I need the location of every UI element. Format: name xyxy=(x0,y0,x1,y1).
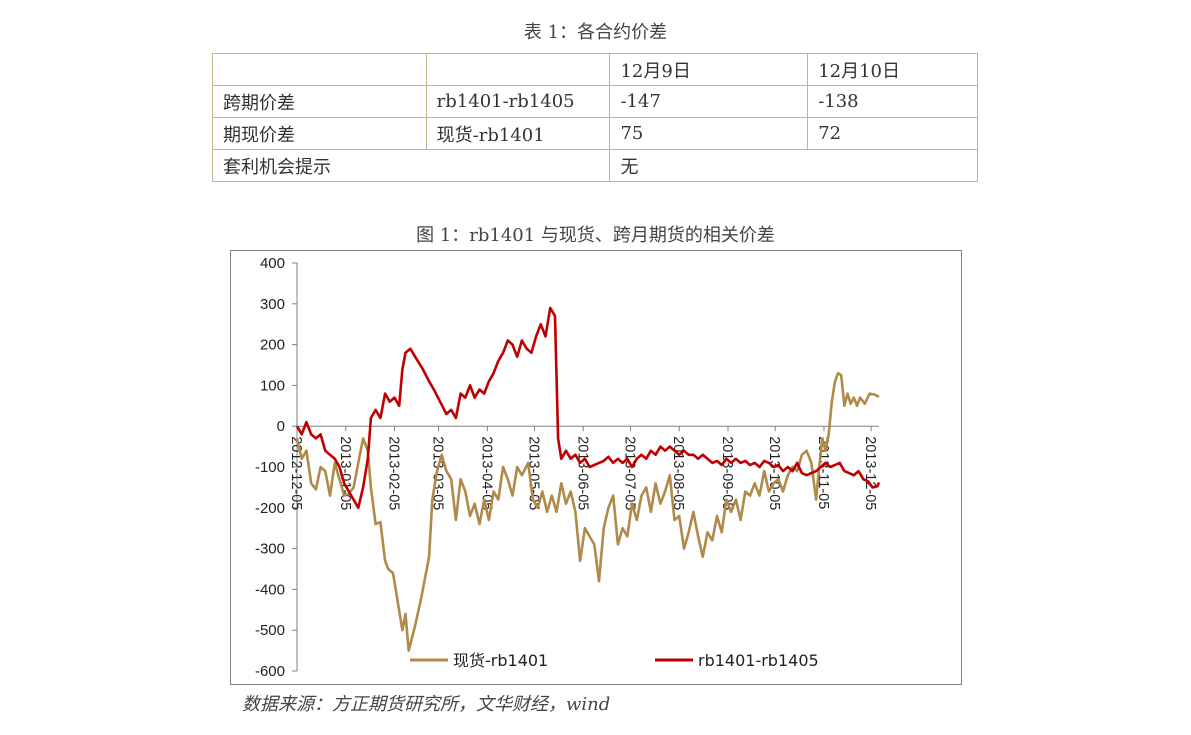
series-lines xyxy=(295,306,881,652)
y-tick-label: -400 xyxy=(255,581,285,598)
y-tick-label: -500 xyxy=(255,622,285,639)
x-tick-label: 2013-09-05 xyxy=(719,436,735,510)
header-cell-dec10: 12月10日 xyxy=(807,53,978,86)
series-line-rb1401-rb1405 xyxy=(295,306,881,510)
y-tick-label: -300 xyxy=(255,541,285,558)
x-tick-label: 2013-02-05 xyxy=(386,436,402,510)
x-tick-label: 2013-12-05 xyxy=(862,436,878,510)
y-tick-label: -200 xyxy=(255,500,285,517)
x-tick-label: 2013-06-05 xyxy=(574,436,590,510)
table-row-arbitrage: 套利机会提示 无 xyxy=(211,149,978,182)
y-tick-label: 300 xyxy=(260,296,285,313)
x-tick-label: 2013-08-05 xyxy=(670,436,686,510)
row-label: 跨期价差 xyxy=(212,85,427,118)
x-tick-label: 2013-07-05 xyxy=(621,436,637,510)
legend-label: 现货-rb1401 xyxy=(453,651,548,670)
y-tick-label: 400 xyxy=(260,255,285,272)
y-tick-label: 0 xyxy=(277,418,285,435)
x-tick-label: 2013-05-05 xyxy=(526,436,542,510)
x-tick-label: 2013-11-05 xyxy=(815,436,831,509)
y-axis: 400 300 200 100 0 -100 -200 -300 -400 -500 -600 xyxy=(255,255,298,680)
y-tick-label: -600 xyxy=(255,663,285,680)
row-label: 期现价差 xyxy=(212,117,427,150)
x-tick-label: 2013-04-05 xyxy=(478,436,494,510)
series-line-spot-rb1401 xyxy=(295,371,880,652)
row-value-dec9: 75 xyxy=(609,117,809,150)
spread-line-chart: 400 300 200 100 0 -100 -200 -300 -400 -500 -600 20… xyxy=(230,250,962,685)
arbitrage-value: 无 xyxy=(609,149,978,182)
legend-label: rb1401-rb1405 xyxy=(698,651,819,670)
data-source-note: 数据来源：方正期货研究所，文华财经，wind xyxy=(242,694,611,715)
x-tick-label: 2013-10-05 xyxy=(766,436,782,510)
row-value-dec10: 72 xyxy=(807,117,978,150)
header-cell-dec9: 12月9日 xyxy=(609,53,809,86)
arbitrage-label: 套利机会提示 xyxy=(211,149,611,182)
table-row-calendar-spread: 跨期价差 rb1401-rb1405 -147 -138 xyxy=(212,85,978,118)
x-tick-label: 2013-01-05 xyxy=(337,436,353,510)
table-caption: 表 1：各合约价差 xyxy=(523,22,668,43)
figure-caption: 图 1：rb1401 与现货、跨月期货的相关价差 xyxy=(416,225,775,246)
y-tick-label: -100 xyxy=(255,459,285,476)
spread-table: 12月9日 12月10日 跨期价差 rb1401-rb1405 -147 -13… xyxy=(211,53,978,182)
x-axis: 2012-12-05 2013-01-05 2013-02-05 2013-03-05… xyxy=(288,425,879,510)
y-tick-label: 100 xyxy=(260,377,285,394)
row-contract: 现货-rb1401 xyxy=(425,117,611,150)
table-header-row: 12月9日 12月10日 xyxy=(212,53,978,86)
x-tick-label: 2012-12-05 xyxy=(288,436,304,510)
row-value-dec10: -138 xyxy=(807,85,978,118)
chart-frame xyxy=(230,250,962,685)
legend: 现货-rb1401 rb1401-rb1405 xyxy=(410,651,819,670)
y-tick-label: 200 xyxy=(260,337,285,354)
header-cell-1 xyxy=(212,53,427,86)
table-row-basis-spread: 期现价差 现货-rb1401 75 72 xyxy=(212,117,978,150)
row-value-dec9: -147 xyxy=(609,85,809,118)
row-contract: rb1401-rb1405 xyxy=(425,85,611,118)
header-cell-2 xyxy=(425,53,611,86)
